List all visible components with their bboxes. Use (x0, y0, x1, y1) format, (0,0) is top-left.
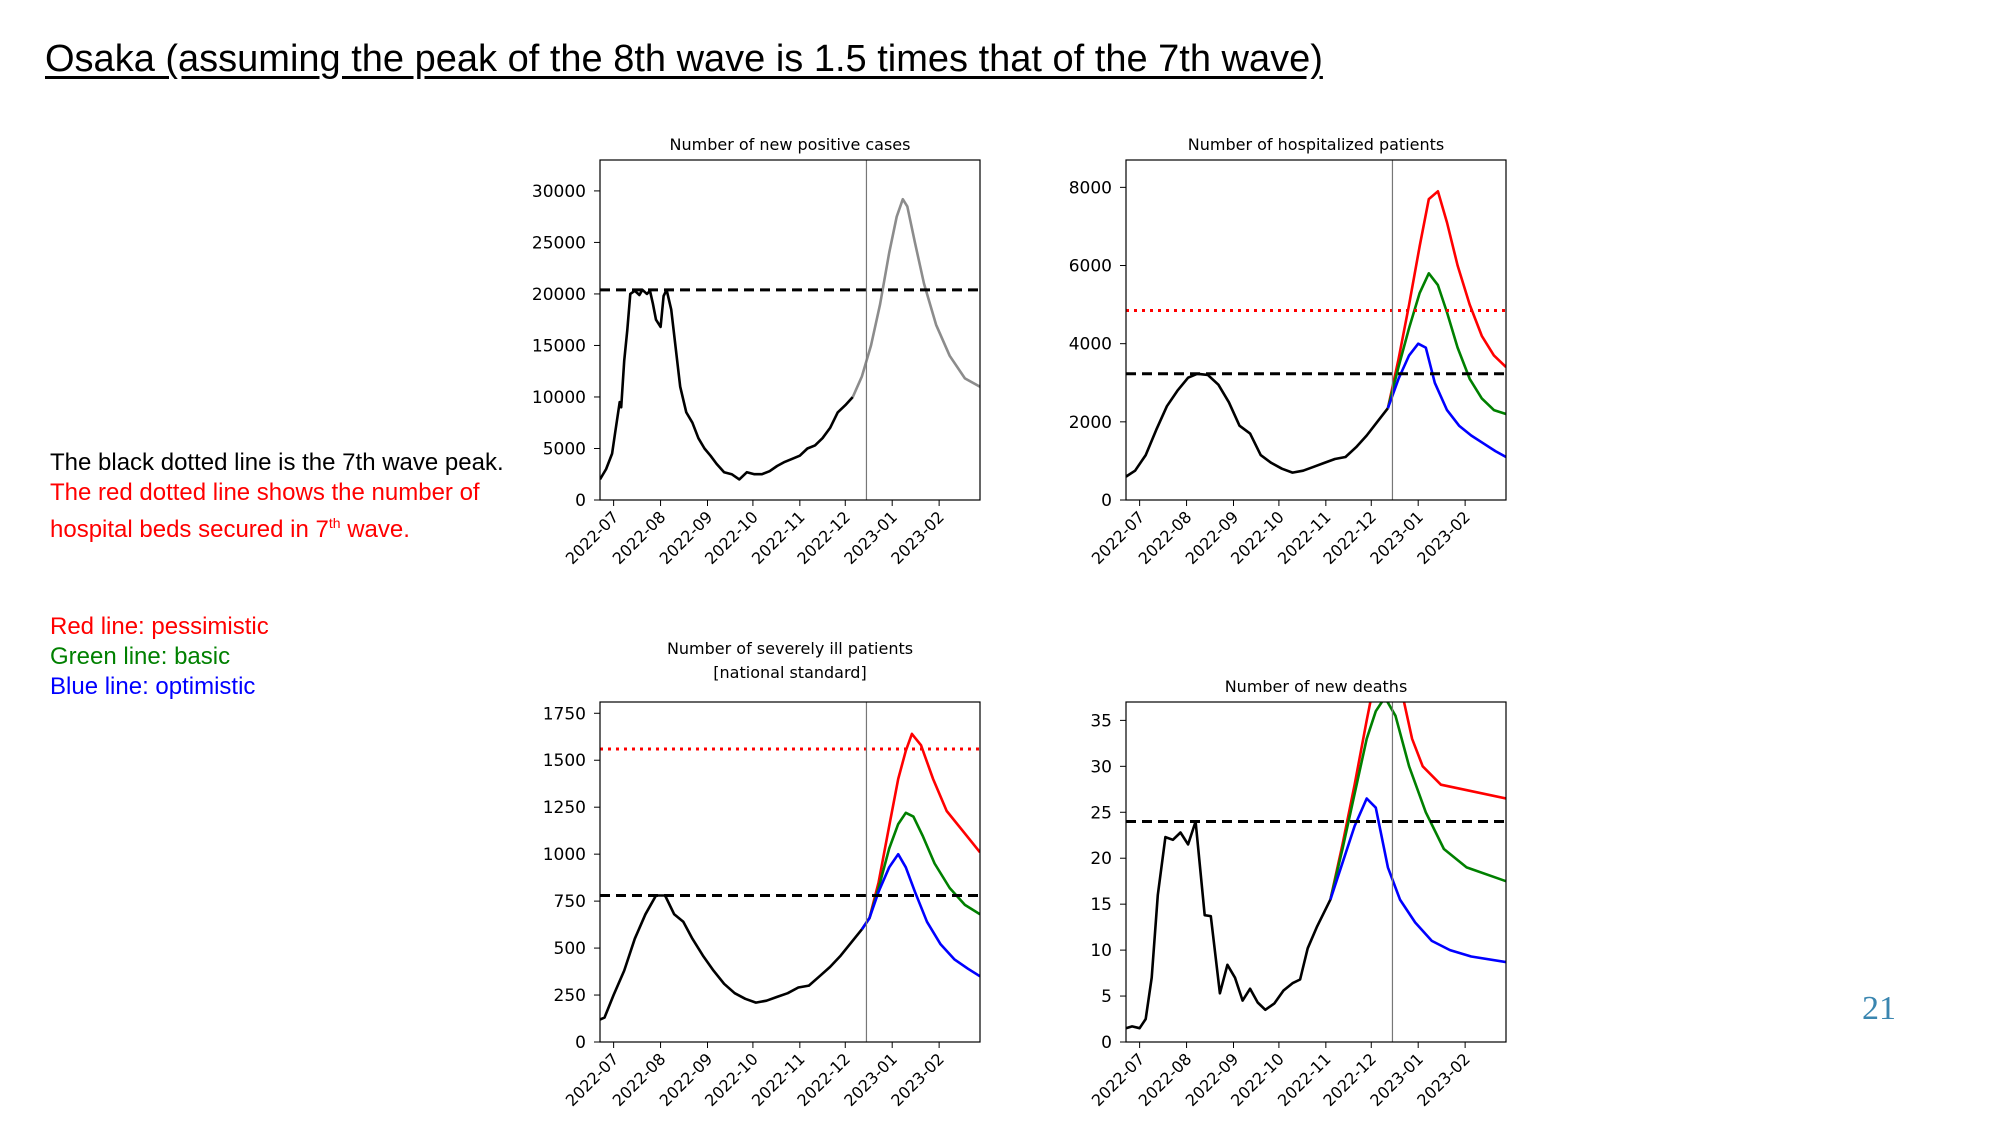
y-tick-label: 20000 (532, 285, 586, 305)
y-tick-label: 25000 (532, 233, 586, 253)
y-tick-label: 4000 (1069, 335, 1112, 355)
y-tick-label: 5000 (543, 439, 586, 459)
y-tick-label: 6000 (1069, 257, 1112, 277)
y-tick-label: 35 (1090, 711, 1112, 731)
plot-frame (1125, 701, 1507, 1043)
y-tick-label: 1750 (543, 704, 586, 724)
series-optimistic-line (1329, 797, 1506, 964)
y-tick-label: 20 (1090, 849, 1112, 869)
series-optimistic-line (1386, 342, 1506, 459)
y-tick-label: 30 (1090, 757, 1112, 777)
slide-title: Osaka (assuming the peak of the 8th wave… (45, 38, 1323, 80)
y-tick-label: 0 (575, 491, 586, 511)
y-tick-label: 500 (554, 939, 586, 959)
y-tick-label: 30000 (532, 182, 586, 202)
y-tick-label: 25 (1090, 803, 1112, 823)
series-actual-line (1126, 372, 1389, 478)
series-projection-line (851, 197, 980, 398)
series-basic-line (1386, 272, 1506, 416)
plot-area (600, 702, 980, 1042)
chart-title: Number of hospitalized patients (1188, 135, 1444, 154)
red-line-note-2b: wave. (340, 516, 410, 543)
new-deaths-chart: Number of new deaths051015202530352022-0… (1088, 677, 1507, 1110)
legend-pessimistic: Red line: pessimistic (50, 613, 269, 640)
y-tick-label: 0 (575, 1033, 586, 1053)
severely-ill-chart: Number of severely ill patients [national… (543, 639, 981, 1110)
plot-frame (599, 159, 981, 501)
y-tick-label: 750 (554, 892, 586, 912)
y-tick-label: 0 (1101, 1033, 1112, 1053)
notes-block: The black dotted line is the 7th wave pe… (50, 448, 504, 545)
plot-area (1126, 702, 1506, 1042)
series-pessimistic-line (860, 732, 980, 931)
plot-frame (1125, 159, 1507, 501)
y-tick-label: 250 (554, 986, 586, 1006)
y-tick-label: 1500 (543, 751, 586, 771)
red-line-note-2: hospital beds secured in 7th wave. (50, 508, 504, 545)
plot-frame (599, 701, 981, 1043)
red-line-note-2-sup: th (328, 515, 341, 531)
series-pessimistic-line (1329, 702, 1506, 900)
chart-title: Number of new positive cases (670, 135, 911, 154)
series-actual-line (600, 894, 863, 1021)
y-tick-label: 10000 (532, 388, 586, 408)
y-tick-label: 15000 (532, 336, 586, 356)
y-tick-label: 10 (1090, 941, 1112, 961)
black-line-note: The black dotted line is the 7th wave pe… (50, 449, 504, 476)
series-actual-line (1126, 820, 1332, 1030)
legend-optimistic: Blue line: optimistic (50, 673, 256, 700)
red-line-note-2a: hospital beds secured in 7 (50, 516, 329, 543)
y-tick-label: 2000 (1069, 413, 1112, 433)
legend-basic: Green line: basic (50, 643, 231, 670)
chart-title: Number of severely ill patients (667, 639, 913, 658)
series-pessimistic-line (1386, 190, 1506, 409)
chart-subtitle: [national standard] (713, 663, 866, 682)
y-tick-label: 8000 (1069, 178, 1112, 198)
red-line-note-1: The red dotted line shows the number of (50, 479, 480, 506)
page-number: 21 (1862, 990, 1896, 1027)
legend-block: Red line: pessimistic Green line: basic … (50, 612, 269, 702)
chart-title: Number of new deaths (1225, 677, 1408, 696)
y-tick-label: 1000 (543, 845, 586, 865)
series-basic-line (1329, 702, 1506, 900)
series-actual-line (600, 288, 854, 481)
plot-area (1126, 160, 1506, 500)
y-tick-label: 15 (1090, 895, 1112, 915)
y-tick-label: 1250 (543, 798, 586, 818)
y-tick-label: 0 (1101, 491, 1112, 511)
y-tick-label: 5 (1101, 987, 1112, 1007)
hospitalized-chart: Number of hospitalized patients 0 2000 4000… (1069, 135, 1507, 568)
positive-cases-chart: Number of new positive cases 0 5000 10000 15… (532, 135, 981, 568)
plot-area (600, 160, 980, 500)
